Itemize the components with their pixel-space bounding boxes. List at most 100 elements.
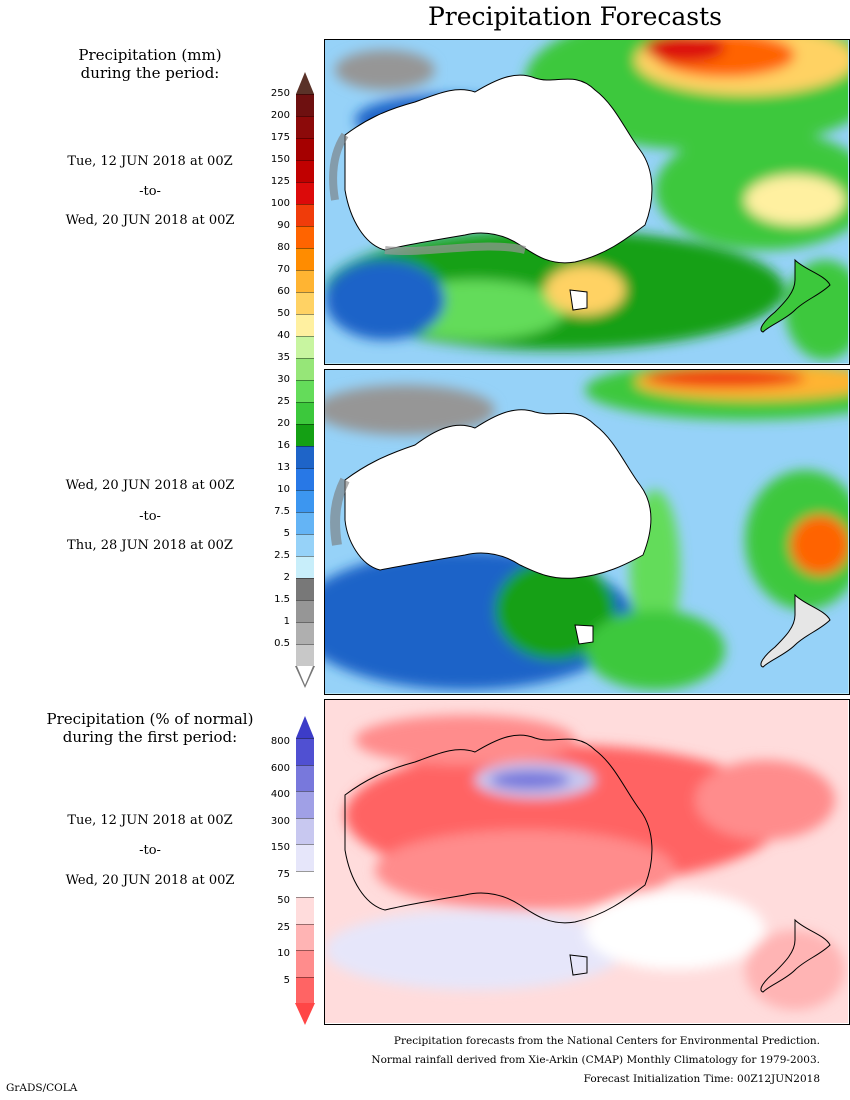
colorbar-tick-label: 150	[270, 154, 290, 165]
colorbar-segment	[296, 764, 314, 792]
period3-end: Wed, 20 JUN 2018 at 00Z	[65, 873, 235, 888]
colorbar-segment	[296, 844, 314, 872]
precip-heading: Precipitation (mm) during the period:	[40, 46, 260, 82]
colorbar-tick-label: 30	[277, 374, 290, 385]
colorbar-tick-label: 100	[270, 198, 290, 209]
colorbar-tick-label: 25	[277, 396, 290, 407]
colorbar-tick-label: 60	[277, 286, 290, 297]
colorbar-segment	[296, 897, 314, 925]
colorbar-segment	[296, 424, 314, 447]
colorbar-tick-label: 35	[277, 352, 290, 363]
colorbar-segment	[296, 534, 314, 557]
colorbar-tick-label: 80	[277, 242, 290, 253]
colorbar-segment	[296, 160, 314, 183]
colorbar-tick-label: 0.5	[274, 638, 290, 649]
colorbar-tick-label: 125	[270, 176, 290, 187]
period2-end: Thu, 28 JUN 2018 at 00Z	[67, 538, 233, 553]
colorbar-tick-label: 50	[277, 308, 290, 319]
colorbar-tick-label: 13	[277, 462, 290, 473]
precip-heading-line1: Precipitation (mm)	[78, 46, 222, 64]
period1-sep: -to-	[139, 184, 161, 199]
percent-heading: Precipitation (% of normal) during the f…	[35, 710, 265, 746]
colorbar-tick-label: 70	[277, 264, 290, 275]
page-title: Precipitation Forecasts	[427, 2, 723, 31]
colorbar-tick-label: 600	[270, 762, 290, 774]
footer-line2: Normal rainfall derived from Xie-Arkin (…	[371, 1054, 820, 1066]
colorbar-segment	[296, 578, 314, 601]
grads-credit: GrADS/COLA	[6, 1082, 78, 1094]
colorbar-tick-label: 25	[277, 921, 290, 933]
colorbar-tick-label: 800	[270, 736, 290, 747]
colorbar-tick-label: 90	[277, 220, 290, 231]
colorbar-tick-label: 250	[270, 88, 290, 99]
colorbar-tick-label: 5	[283, 974, 290, 986]
colorbar-tick-label: 75	[277, 868, 290, 880]
colorbar-segment	[296, 182, 314, 205]
percent-heading-line2: during the first period:	[62, 728, 238, 746]
colorbar-segment	[296, 600, 314, 623]
colorbar-segment	[296, 791, 314, 819]
colorbar-tick-label: 40	[277, 330, 290, 341]
colorbar-segment	[296, 138, 314, 161]
colorbar-segment	[296, 226, 314, 249]
colorbar-top-arrow	[296, 716, 314, 738]
colorbar-segment	[296, 817, 314, 845]
precip-map-period2	[324, 369, 850, 695]
colorbar-segment	[296, 292, 314, 315]
colorbar-segment	[296, 644, 314, 667]
precip-map-period1	[324, 39, 850, 365]
colorbar-tick-label: 10	[277, 948, 290, 959]
colorbar-bottom-arrow-fill	[297, 666, 313, 685]
colorbar-segment	[296, 512, 314, 535]
percent-colorbar	[295, 716, 315, 1025]
colorbar-segment	[296, 556, 314, 579]
precip-colorbar	[295, 72, 315, 688]
colorbar-segment	[296, 358, 314, 381]
colorbar-tick-label: 10	[277, 484, 290, 495]
colorbar-tick-label: 300	[270, 815, 290, 827]
footer: Precipitation forecasts from the Nationa…	[371, 1032, 820, 1089]
colorbar-tick-label: 200	[270, 110, 290, 121]
colorbar-top-arrow	[296, 72, 314, 94]
colorbar-segment	[296, 870, 314, 898]
colorbar-segment	[296, 270, 314, 293]
colorbar-tick-label: 400	[270, 789, 290, 800]
colorbar-bottom-arrow	[295, 1003, 315, 1025]
precip-heading-line2: during the period:	[80, 64, 220, 82]
colorbar-segment	[296, 116, 314, 139]
colorbar-tick-label: 7.5	[274, 506, 290, 517]
colorbar-segment	[296, 94, 314, 117]
colorbar-tick-label: 2.5	[274, 550, 290, 561]
percent-normal-map	[324, 699, 850, 1025]
colorbar-segment	[296, 976, 314, 1004]
colorbar-segment	[296, 738, 314, 766]
period1-start: Tue, 12 JUN 2018 at 00Z	[67, 154, 233, 169]
colorbar-segment	[296, 314, 314, 337]
colorbar-segment	[296, 446, 314, 469]
colorbar-segment	[296, 336, 314, 359]
period2-sep: -to-	[139, 509, 161, 524]
footer-line1: Precipitation forecasts from the Nationa…	[393, 1035, 820, 1047]
colorbar-tick-label: 1	[283, 616, 290, 627]
colorbar-tick-label: 16	[277, 440, 290, 451]
colorbar-segment	[296, 204, 314, 227]
colorbar-tick-label: 50	[277, 895, 290, 906]
footer-line3: Forecast Initialization Time: 00Z12JUN20…	[583, 1073, 820, 1085]
colorbar-segment	[296, 622, 314, 645]
colorbar-tick-label: 175	[270, 132, 290, 143]
colorbar-segment	[296, 468, 314, 491]
colorbar-tick-label: 2	[283, 572, 290, 583]
period3-sep: -to-	[139, 843, 161, 858]
colorbar-tick-label: 20	[277, 418, 290, 429]
colorbar-segment	[296, 402, 314, 425]
colorbar-segment	[296, 490, 314, 513]
colorbar-tick-label: 1.5	[274, 594, 290, 605]
colorbar-segment	[296, 950, 314, 978]
colorbar-segment	[296, 923, 314, 951]
period1-end: Wed, 20 JUN 2018 at 00Z	[65, 213, 235, 228]
colorbar-tick-label: 5	[283, 528, 290, 539]
period2-start: Wed, 20 JUN 2018 at 00Z	[65, 478, 235, 493]
period3-start: Tue, 12 JUN 2018 at 00Z	[67, 813, 233, 828]
colorbar-tick-label: 150	[270, 842, 290, 853]
colorbar-segment	[296, 248, 314, 271]
